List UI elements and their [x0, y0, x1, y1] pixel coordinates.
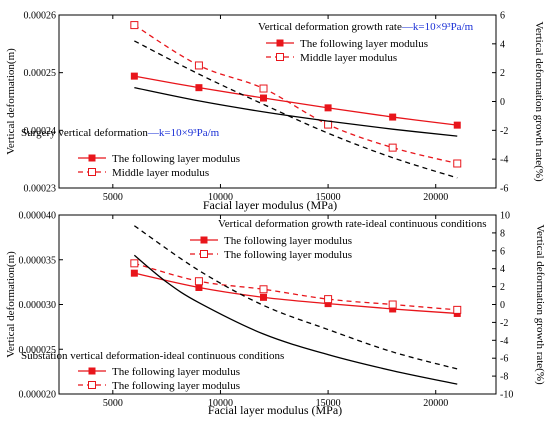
- panel2-series-2-point-marker: [324, 295, 333, 304]
- panel1-series-4-line: [134, 40, 458, 179]
- panel1-x-tick-label: 5000: [103, 192, 123, 203]
- panel1-series-2-point-marker: [259, 84, 268, 93]
- panel2-y-right-tick-label: 6: [500, 246, 505, 257]
- panel1-y-right-tick-label: -2: [500, 126, 508, 137]
- panel1-legend-bottom-item1-label: The following layer modulus: [112, 153, 240, 165]
- panel2-series-2-point-marker: [194, 277, 203, 286]
- panel1-y-left-tick-label: 0.00026: [24, 11, 57, 22]
- panel2-y-right-tick-label: 4: [500, 264, 505, 275]
- panel1-series-1-point-marker: [389, 113, 397, 121]
- panel2-series-2-point-marker: [259, 285, 268, 294]
- panel1-y-right-tick-label: 6: [500, 11, 505, 22]
- panel2-x-axis-title: Facial layer modulus (MPa): [208, 403, 342, 417]
- panel1-series-2-line: [134, 24, 458, 165]
- panel2-y-right-tick-label: -2: [500, 318, 508, 329]
- panel1-legend-top-item1-label: The following layer modulus: [300, 38, 428, 50]
- panel2-y-right-title: Vertical deformation growth rate(%): [534, 224, 546, 385]
- panel1-legend-top-item1-marker: [276, 39, 284, 47]
- panel1-legend-bottom-item2-label: Middle layer modulus: [112, 167, 209, 179]
- panel1-y-right-title: Vertical deformation growth rate(%): [533, 21, 545, 182]
- panel2-y-right-tick-label: 10: [500, 211, 510, 222]
- panel2-y-left-title: Vertical deformation(m): [5, 251, 17, 358]
- panel2-series-2-line: [134, 262, 458, 311]
- panel1-series-2-point-marker: [194, 61, 203, 70]
- panel2-x-tick-label: 20000: [423, 398, 448, 409]
- panel1-y-left-tick-label: 0.00024: [24, 126, 57, 137]
- panel2-y-right-tick-label: -10: [500, 390, 513, 401]
- panel2-legend-top-item1-marker: [200, 236, 208, 244]
- panel2-y-right-tick-label: -4: [500, 336, 508, 347]
- panel1-x-tick-label: 15000: [316, 192, 341, 203]
- panel2-series-1-point-marker: [389, 305, 397, 313]
- panel1-series-2-point-marker: [130, 21, 139, 30]
- panel1-legend-top-title: Vertical deformation growth rate—k=10×9³…: [258, 21, 474, 33]
- panel1-series-1-line: [134, 75, 458, 126]
- panel2-series-4-line: [133, 225, 458, 370]
- panel2-legend-top-title: Vertical deformation growth rate-ideal c…: [218, 218, 487, 230]
- panel1-y-right-tick-label: 0: [500, 97, 505, 108]
- panel2-legend-bottom-title: Substation vertical deformation-ideal co…: [21, 350, 284, 362]
- panel1-series-1-point-marker: [453, 121, 461, 129]
- panel1-series-1-point-marker: [130, 72, 138, 80]
- panel1-legend-top-item2-label: Middle layer modulus: [300, 52, 397, 64]
- panel2-y-left-tick-label: 0.000035: [19, 255, 57, 266]
- panel2-series-2-point-marker: [453, 305, 462, 314]
- panel2-x-tick-label: 10000: [208, 398, 233, 409]
- panel2-series-3-line: [133, 254, 458, 385]
- panel2-series-1-point-marker: [260, 293, 268, 301]
- panel1-series-1-point-marker: [260, 94, 268, 102]
- panel1-legend-top-title-k: —k=10×9³Pa/m: [401, 21, 474, 33]
- panel2-y-right-tick-label: 2: [500, 282, 505, 293]
- panel2-legend-top-item2-label: The following layer modulus: [224, 249, 352, 261]
- panel1-y-right-tick-label: 2: [500, 68, 505, 79]
- panel2-y-left-tick-label: 0.000025: [19, 345, 57, 356]
- panel2-series-1-line: [134, 272, 458, 315]
- panel2-y-left-tick-label: 0.000030: [19, 300, 57, 311]
- panel2-legend-bottom-item2-marker: [88, 381, 96, 389]
- panel2-x-tick-label: 15000: [316, 398, 341, 409]
- panel1-legend-bottom-title-k: —k=10×9³Pa/m: [147, 127, 220, 139]
- panel2-y-right-tick-label: 8: [500, 228, 505, 239]
- panel1-series-1-point-marker: [324, 104, 332, 112]
- panel2-y-right-tick-label: 0: [500, 300, 505, 311]
- panel1-legend-bottom-title-text: Surgery vertical deformation: [21, 127, 148, 139]
- panel2-legend-bottom-item1-label: The following layer modulus: [112, 366, 240, 378]
- panel2-y-right-tick-label: -6: [500, 354, 508, 365]
- panel1-series-3-line: [134, 87, 458, 137]
- panel2-series-1-point-marker: [195, 283, 203, 291]
- panel1-series-1-point-marker: [195, 84, 203, 92]
- panel2-y-left-tick-label: 0.000040: [19, 211, 57, 222]
- panel1-legend-top-title-text: Vertical deformation growth rate: [258, 21, 402, 33]
- panel1-y-right-tick-label: -6: [500, 184, 508, 195]
- panel1-legend-bottom-item1-marker: [88, 154, 96, 162]
- panel2-series-2-point-marker: [130, 259, 139, 268]
- panel2-y-left-tick-label: 0.000020: [19, 390, 57, 401]
- panel1-series-2-point-marker: [388, 143, 397, 152]
- panel1-x-tick-label: 20000: [423, 192, 448, 203]
- panel1-x-axis-title: Facial layer modulus (MPa): [203, 198, 337, 212]
- panel1-x-tick-label: 10000: [208, 192, 233, 203]
- panel1-series-2-point-marker: [324, 120, 333, 129]
- panel2-series-2-point-marker: [388, 300, 397, 309]
- panel1-legend-bottom-title: Surgery vertical deformation—k=10×9³Pa/m: [21, 127, 220, 139]
- panel1-y-left-title: Vertical deformation(m): [5, 48, 17, 155]
- panel1-y-left-tick-label: 0.00023: [24, 184, 57, 195]
- panel2-y-right-tick-label: -8: [500, 372, 508, 383]
- panel1-legend-top-item2-marker: [276, 53, 284, 61]
- panel1-series-2-point-marker: [453, 159, 462, 168]
- panel2-legend-bottom-item2-label: The following layer modulus: [112, 380, 240, 392]
- panel2-series-1-point-marker: [130, 269, 138, 277]
- panel1-y-right-tick-label: 4: [500, 39, 505, 50]
- panel1-y-left-tick-label: 0.00025: [24, 68, 57, 79]
- panel2-x-tick-label: 5000: [103, 398, 123, 409]
- panel2-legend-bottom-item1-marker: [88, 367, 96, 375]
- panel2-series-1-point-marker: [324, 300, 332, 308]
- panel2-legend-top-item1-label: The following layer modulus: [224, 235, 352, 247]
- panel1-legend-bottom-item2-marker: [88, 168, 96, 176]
- panel1-y-right-tick-label: -4: [500, 155, 508, 166]
- panel2-legend-top-item2-marker: [200, 250, 208, 258]
